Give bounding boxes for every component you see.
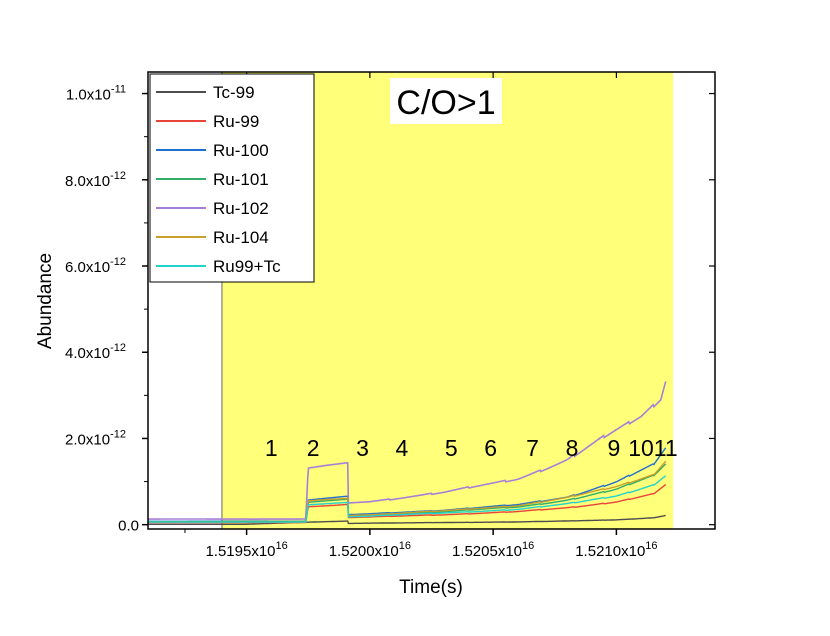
y-tick-label: 6.0x10-12 xyxy=(65,256,126,276)
x-tick-label: 1.5205x1016 xyxy=(452,540,534,560)
legend-label: Tc-99 xyxy=(213,83,255,102)
pulse-label: 10 xyxy=(628,435,654,461)
pulse-label: 1 xyxy=(265,435,278,461)
legend-label: Ru-102 xyxy=(213,199,269,218)
pulse-label: 4 xyxy=(396,435,409,461)
pulse-label: 8 xyxy=(566,435,579,461)
legend-label: Ru-104 xyxy=(213,228,269,247)
pulse-label: 2 xyxy=(307,435,320,461)
legend-label: Ru-101 xyxy=(213,170,269,189)
y-axis-label: Abundance xyxy=(35,253,56,349)
x-axis-label: Time(s) xyxy=(399,577,463,598)
y-tick-label: 4.0x10-12 xyxy=(65,342,126,362)
legend-label: Ru99+Tc xyxy=(213,257,281,276)
y-tick-label: 2.0x10-12 xyxy=(65,428,126,448)
series-line-ru99-tc xyxy=(148,475,667,523)
plot-frame xyxy=(147,71,716,530)
legend: Tc-99 Ru-99 Ru-100 Ru-101 Ru-102 Ru-104 Ru99+T… xyxy=(149,73,315,283)
y-tick-label: 0.0 xyxy=(118,518,139,535)
x-tick-label: 1.5210x1016 xyxy=(575,540,657,560)
y-tick-label: 8.0x10-12 xyxy=(65,170,126,190)
pulse-label: 3 xyxy=(356,435,369,461)
series-line-tc-99 xyxy=(148,514,666,525)
pulse-label: 6 xyxy=(484,435,497,461)
legend-label: Ru-100 xyxy=(213,141,269,160)
pulse-label: 9 xyxy=(608,435,621,461)
annotation-box: C/O>1 xyxy=(390,78,502,124)
legend-label: Ru-99 xyxy=(213,112,259,131)
x-tick-label: 1.5195x1016 xyxy=(205,540,287,560)
series-line-ru-102 xyxy=(148,381,667,521)
pulse-label: 5 xyxy=(445,435,458,461)
x-tick-label: 1.5200x1016 xyxy=(329,540,411,560)
pulse-label: 11 xyxy=(654,435,678,461)
annotation-text: C/O>1 xyxy=(396,84,495,122)
pulse-label: 7 xyxy=(526,435,539,461)
y-tick-label: 1.0x10-11 xyxy=(66,84,126,104)
